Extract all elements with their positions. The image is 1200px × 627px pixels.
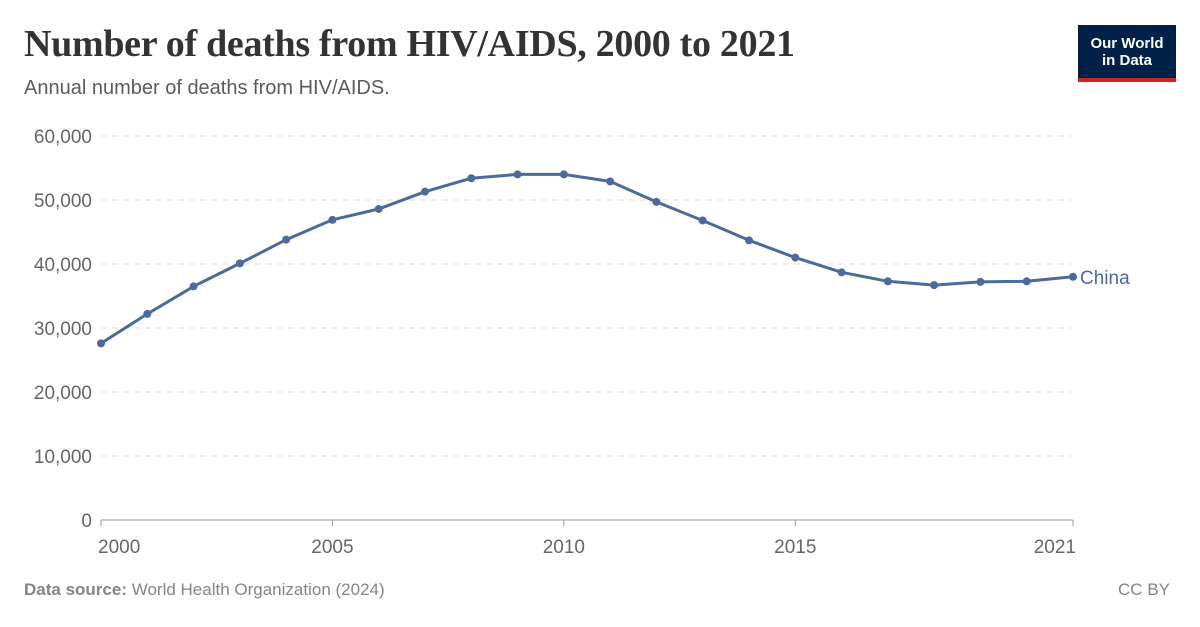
axes: 0 10,000 20,000 30,000 40,000 50,000 60,000 200… (34, 127, 1076, 558)
data-point[interactable] (421, 187, 429, 196)
data-point[interactable] (791, 253, 800, 262)
grid-lines (101, 135, 1073, 457)
x-tick-label: 2000 (98, 537, 140, 558)
y-tick-label: 50,000 (34, 191, 92, 212)
data-point[interactable] (745, 236, 753, 245)
data-point[interactable] (282, 235, 291, 244)
x-tick-label: 2021 (1034, 537, 1076, 558)
series-label[interactable]: China (1080, 268, 1130, 289)
data-point[interactable] (652, 197, 661, 206)
logo-line-1: Our World (1090, 34, 1164, 52)
x-tick-label: 2015 (774, 537, 816, 558)
chart-subtitle: Annual number of deaths from HIV/AIDS. (24, 77, 390, 99)
data-point[interactable] (883, 277, 892, 286)
y-tick-label: 0 (81, 511, 92, 532)
owid-logo[interactable]: Our World in Data (1078, 25, 1176, 82)
data-source-label: Data source: (24, 580, 127, 599)
data-point[interactable] (976, 277, 985, 286)
data-point[interactable] (606, 177, 615, 186)
logo-line-2: in Data (1101, 51, 1152, 69)
data-point[interactable] (189, 282, 198, 291)
data-point[interactable] (143, 309, 152, 318)
license-link[interactable]: CC BY (1118, 580, 1170, 599)
y-tick-label: 40,000 (34, 255, 92, 276)
data-point[interactable] (1069, 272, 1077, 281)
data-source: Data source: World Health Organization (… (24, 580, 385, 600)
y-tick-label: 60,000 (34, 127, 92, 148)
y-tick-label: 30,000 (34, 319, 92, 340)
series-line[interactable] (99, 172, 1075, 345)
series-china[interactable]: China (97, 170, 1130, 348)
y-tick-label: 10,000 (34, 447, 92, 468)
data-point[interactable] (374, 204, 383, 213)
x-tick-label: 2010 (543, 537, 585, 558)
data-point[interactable] (467, 174, 476, 183)
data-point[interactable] (513, 170, 522, 179)
data-source-link[interactable]: World Health Organization (2024) (131, 580, 385, 599)
data-point[interactable] (1022, 277, 1031, 286)
data-point[interactable] (930, 281, 939, 290)
x-tick-label: 2005 (311, 537, 353, 558)
chart-title: Number of deaths from HIV/AIDS, 2000 to … (24, 23, 795, 65)
data-point[interactable] (698, 216, 707, 225)
data-point[interactable] (328, 215, 337, 224)
data-point[interactable] (559, 170, 568, 179)
data-point[interactable] (837, 268, 846, 277)
y-tick-label: 20,000 (34, 383, 92, 404)
data-point[interactable] (235, 259, 244, 268)
data-point[interactable] (97, 339, 105, 348)
